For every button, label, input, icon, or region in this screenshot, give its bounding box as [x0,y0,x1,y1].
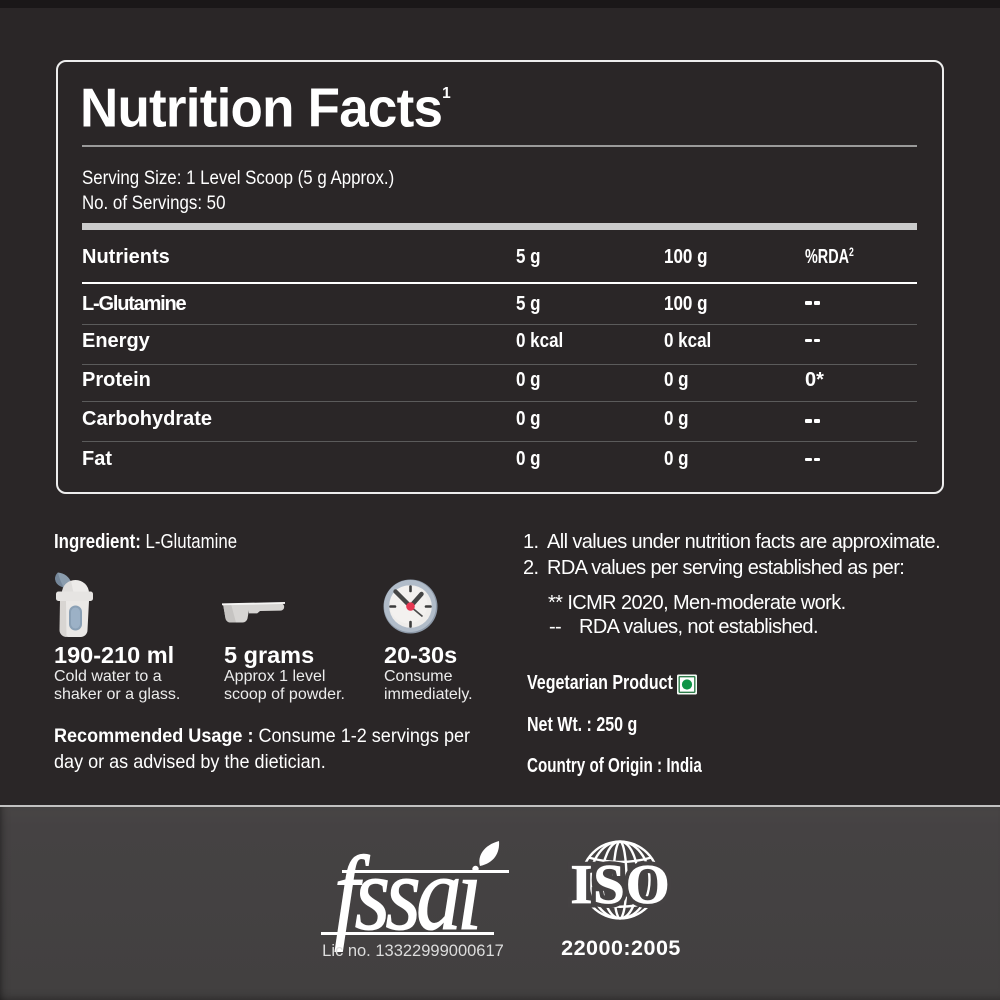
svg-text:ISO: ISO [570,854,670,916]
svg-text:ISO: ISO [570,854,670,916]
